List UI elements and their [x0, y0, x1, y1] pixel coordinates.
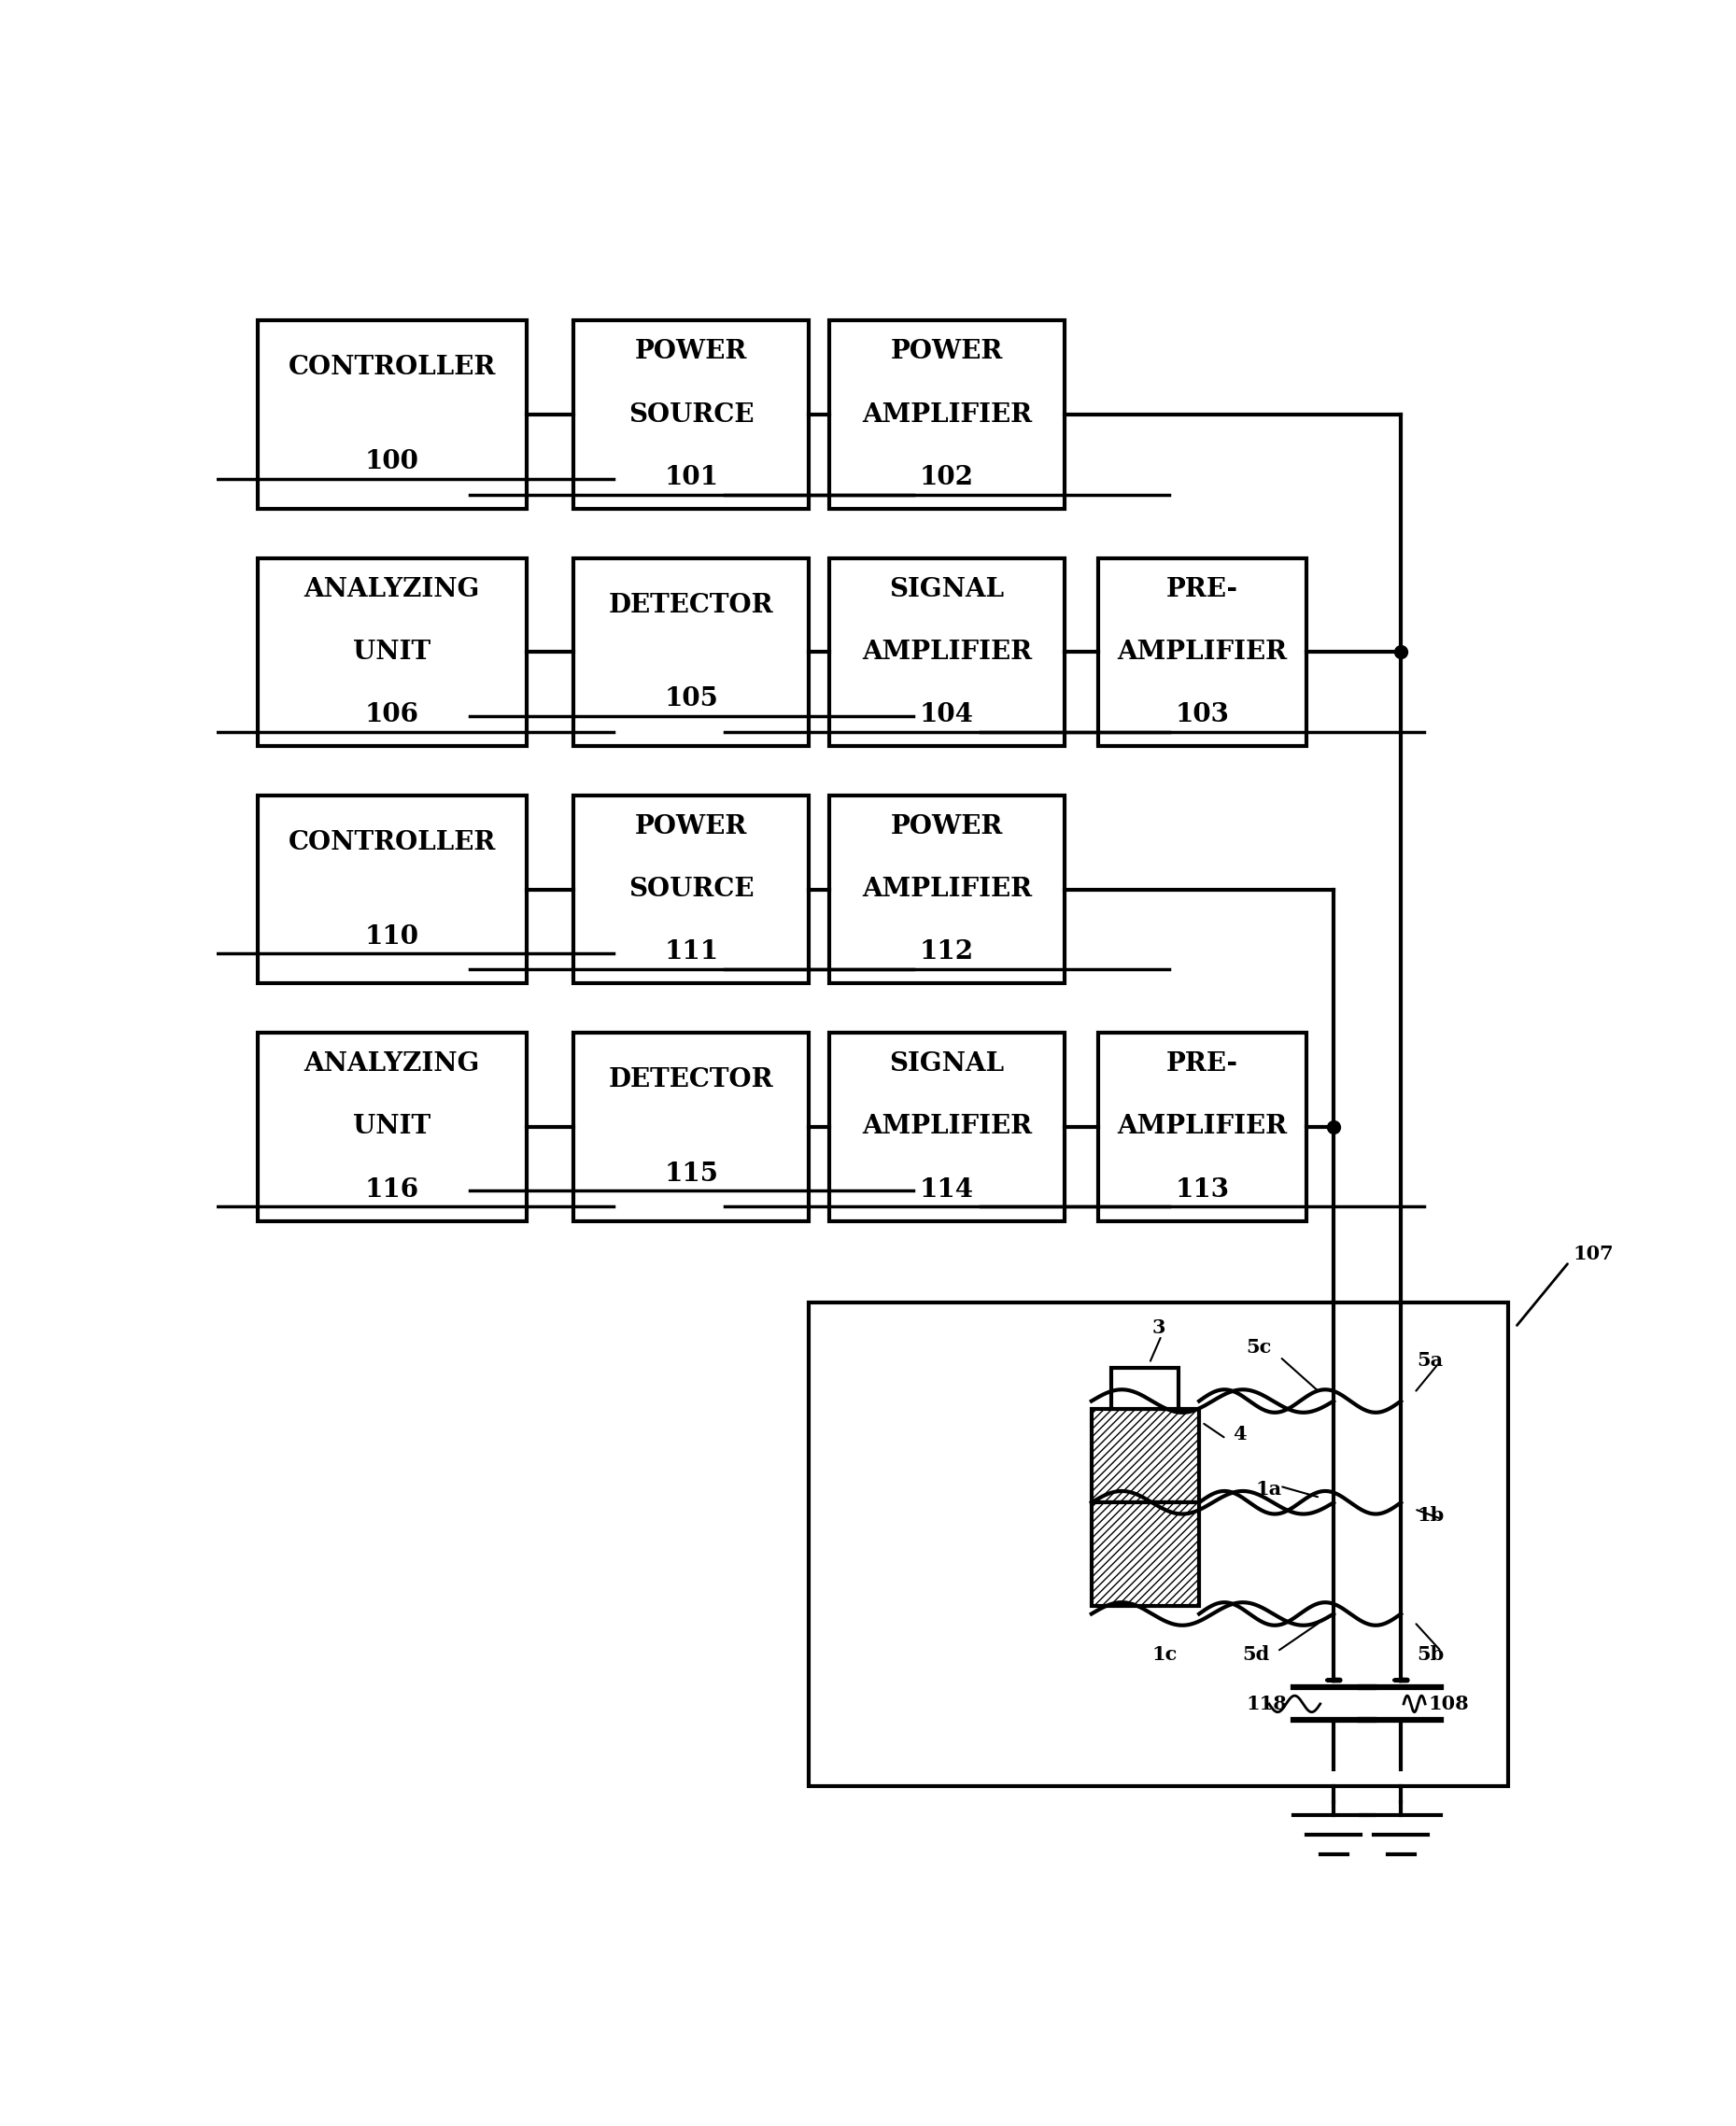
Text: 5b: 5b [1417, 1646, 1444, 1665]
Bar [257, 557, 526, 746]
Text: SOURCE: SOURCE [628, 876, 753, 901]
Text: 104: 104 [920, 702, 974, 727]
Text: UNIT: UNIT [352, 1114, 431, 1140]
Bar [257, 321, 526, 508]
Text: 102: 102 [920, 466, 974, 491]
Text: POWER: POWER [891, 340, 1003, 364]
Bar [257, 1033, 526, 1220]
Text: 5a: 5a [1417, 1350, 1443, 1369]
Bar [1111, 1369, 1179, 1410]
Text: AMPLIFIER: AMPLIFIER [861, 640, 1031, 665]
Text: 113: 113 [1175, 1178, 1229, 1201]
Text: CONTROLLER: CONTROLLER [288, 355, 496, 381]
Bar [573, 557, 809, 746]
Text: 103: 103 [1175, 702, 1229, 727]
Text: 116: 116 [365, 1178, 418, 1201]
Text: SIGNAL: SIGNAL [889, 1052, 1005, 1076]
Text: ANALYZING: ANALYZING [304, 1052, 479, 1076]
Bar [573, 321, 809, 508]
Text: 1b: 1b [1417, 1507, 1444, 1524]
Text: 3: 3 [1153, 1318, 1165, 1337]
Text: 1a: 1a [1255, 1480, 1281, 1499]
Text: PRE-: PRE- [1167, 1052, 1238, 1076]
Text: SIGNAL: SIGNAL [889, 576, 1005, 602]
Text: 101: 101 [665, 466, 719, 491]
Bar [1092, 1410, 1200, 1503]
Text: 5d: 5d [1243, 1646, 1269, 1665]
Text: 115: 115 [665, 1161, 719, 1186]
Text: AMPLIFIER: AMPLIFIER [1118, 1114, 1288, 1140]
Text: UNIT: UNIT [352, 640, 431, 665]
Text: 106: 106 [365, 702, 418, 727]
Text: 110: 110 [365, 925, 418, 948]
Bar [830, 1033, 1064, 1220]
Bar [830, 795, 1064, 984]
Text: ANALYZING: ANALYZING [304, 576, 479, 602]
Text: 111: 111 [665, 940, 719, 965]
Text: 5c: 5c [1246, 1337, 1272, 1356]
Text: POWER: POWER [891, 814, 1003, 840]
Bar [257, 795, 526, 984]
Text: 100: 100 [365, 449, 418, 474]
Text: DETECTOR: DETECTOR [609, 593, 774, 619]
Bar [830, 321, 1064, 508]
Bar [573, 1033, 809, 1220]
Text: DETECTOR: DETECTOR [609, 1067, 774, 1093]
Bar [573, 795, 809, 984]
Text: SOURCE: SOURCE [628, 402, 753, 427]
Text: 114: 114 [920, 1178, 974, 1201]
Text: CONTROLLER: CONTROLLER [288, 829, 496, 855]
Text: 118: 118 [1246, 1694, 1286, 1714]
Bar [809, 1303, 1509, 1786]
Text: 4: 4 [1233, 1424, 1246, 1444]
Text: 107: 107 [1573, 1244, 1614, 1263]
Bar [830, 557, 1064, 746]
Text: POWER: POWER [635, 814, 748, 840]
Text: 105: 105 [665, 687, 719, 712]
Text: POWER: POWER [635, 340, 748, 364]
Text: AMPLIFIER: AMPLIFIER [1118, 640, 1288, 665]
Text: PRE-: PRE- [1167, 576, 1238, 602]
Text: 112: 112 [920, 940, 974, 965]
Text: 108: 108 [1427, 1694, 1469, 1714]
Text: AMPLIFIER: AMPLIFIER [861, 402, 1031, 427]
Bar [1099, 557, 1307, 746]
Text: AMPLIFIER: AMPLIFIER [861, 876, 1031, 901]
Text: 1c: 1c [1153, 1646, 1177, 1665]
Bar [1099, 1033, 1307, 1220]
Text: AMPLIFIER: AMPLIFIER [861, 1114, 1031, 1140]
Bar [1092, 1503, 1200, 1605]
